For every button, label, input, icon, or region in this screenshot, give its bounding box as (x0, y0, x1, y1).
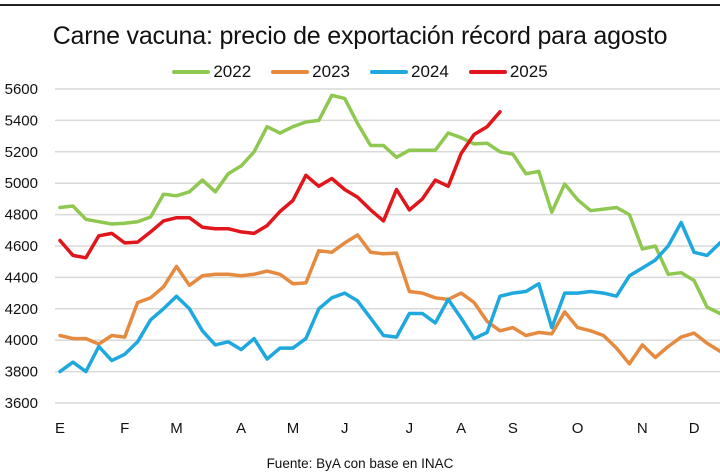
x-tick-label: O (572, 420, 584, 437)
y-tick-label: 5000 (5, 175, 38, 192)
x-tick-label: N (637, 420, 648, 437)
y-tick-label: 5600 (5, 81, 38, 98)
legend-label-2024: 2024 (411, 62, 449, 81)
series-line-2025 (58, 110, 502, 260)
x-tick-label: M (170, 420, 183, 437)
y-tick-label: 5400 (5, 112, 38, 129)
y-tick-label: 4400 (5, 269, 38, 286)
x-tick-label: S (508, 420, 518, 437)
y-tick-label: 4600 (5, 238, 38, 255)
legend: 2022 2023 2024 2025 (0, 62, 720, 82)
x-tick-label: A (236, 420, 246, 437)
x-tick-label: A (456, 420, 466, 437)
x-tick-label: F (120, 420, 129, 437)
legend-swatch-2023 (271, 70, 310, 74)
legend-label-2025: 2025 (509, 62, 548, 81)
legend-label-2022: 2022 (213, 62, 252, 81)
gridlines (55, 88, 720, 404)
y-tick-label: 4000 (5, 332, 38, 349)
legend-item-2025: 2025 (468, 62, 548, 82)
x-tick-label: J (406, 420, 414, 437)
legend-item-2023: 2023 (271, 62, 350, 82)
legend-swatch-2022 (172, 70, 211, 74)
y-tick-label: 5200 (5, 144, 38, 161)
series-line-2023 (58, 233, 720, 366)
legend-label-2023: 2023 (312, 62, 350, 81)
x-tick-label: J (341, 420, 349, 437)
x-tick-label: D (689, 420, 700, 437)
chart-title: Carne vacuna: precio de exportación réco… (52, 22, 668, 50)
x-tick-label: E (55, 420, 65, 437)
legend-swatch-2025 (468, 70, 507, 74)
y-tick-label: 4800 (5, 207, 38, 224)
series-line-2024 (58, 220, 720, 374)
x-tick-label: M (287, 420, 300, 437)
legend-swatch-2024 (370, 70, 408, 74)
y-tick-label: 3800 (5, 364, 38, 381)
series-lines (58, 93, 720, 374)
y-tick-label: 4200 (5, 301, 38, 318)
series-line-2022 (58, 93, 720, 316)
source-note: Fuente: ByA con base en INAC (266, 456, 454, 471)
top-border-line (0, 4, 720, 6)
legend-item-2022: 2022 (172, 62, 251, 82)
legend-item-2024: 2024 (370, 62, 449, 82)
y-axis-ticks: 3600 3800 4000 4200 4400 4600 4800 5000 5200 5400… (5, 81, 38, 412)
y-tick-label: 3600 (5, 395, 38, 412)
